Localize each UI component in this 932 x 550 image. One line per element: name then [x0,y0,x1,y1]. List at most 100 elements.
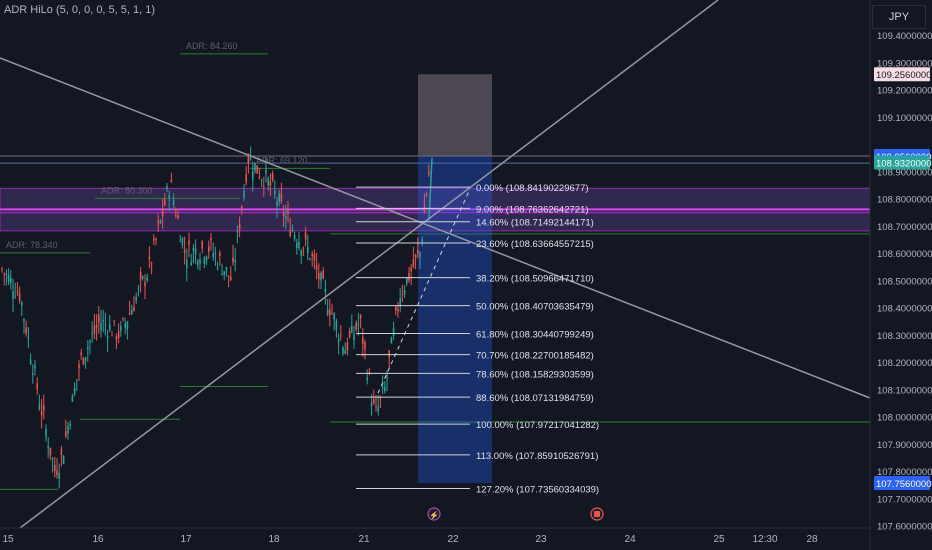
candle-body [336,321,338,329]
candle-body [50,448,52,455]
candle-body [265,170,267,173]
fib-level-label: 9.00% (108.76362642721) [476,204,589,215]
candle-body [212,253,214,257]
candle-body [421,239,423,241]
candle-body [162,209,164,216]
candle-body [184,250,186,253]
candle-body [355,323,357,330]
candle-body [56,470,58,475]
candle-body [276,202,278,206]
candle-body [417,250,419,254]
candle-body [338,339,340,342]
candle-body [347,343,349,350]
candle-body [124,323,126,327]
candle-body [373,399,375,403]
candle-body [14,296,16,297]
candle-body [377,406,379,411]
candle-body [296,243,298,248]
candle-body [426,195,428,196]
candle-body [402,294,404,295]
candle-body [349,330,351,336]
candle-body [113,321,115,322]
candle-body [322,271,324,279]
y-tick-label: 108.4000000000 [877,304,932,315]
fib-level-label: 38.20% (108.50966471710) [476,274,594,285]
candle-body [281,193,283,201]
candle-body [232,258,234,263]
candle-body [8,275,10,282]
candle-body [393,328,395,336]
candle-body [197,261,199,265]
candle-body [364,342,366,349]
candle-body [217,267,219,268]
candle-body [190,262,192,265]
candle-body [201,241,203,248]
fib-level-label: 70.70% (108.22700185482) [476,351,594,362]
candle-body [230,277,232,280]
candle-body [120,326,122,331]
candle-body [52,458,54,459]
candle-body [157,221,159,225]
candle-body [256,165,258,173]
candle-body [34,366,36,369]
candle-body [219,253,221,256]
candle-body [129,313,131,314]
candle-body [344,350,346,354]
candle-body [144,282,146,286]
candle-body [69,423,71,425]
x-tick-label: 21 [358,534,370,545]
candle-body [131,310,133,315]
y-tick-label: 107.7000000000 [877,494,932,505]
candle-body [175,215,177,216]
candle-body [208,247,210,252]
candle-body [102,320,104,322]
candle-body [85,357,87,360]
candle-body [171,180,173,182]
candle-body [278,194,280,202]
candle-body [72,396,74,402]
candle-body [228,276,230,277]
candle-body [384,387,386,391]
fib-level-label: 100.00% (107.97217041282) [476,420,599,431]
candle-body [179,241,181,242]
candle-body [186,260,188,268]
candle-body [58,473,60,479]
y-tick-label: 108.1000000000 [877,385,932,396]
currency-button[interactable]: JPY [872,5,926,29]
x-tick-label: 12:30 [752,534,777,545]
x-tick-label: 23 [535,534,547,545]
indicator-legend[interactable]: ADR HiLo (5, 0, 0, 0, 5, 5, 1, 1) [4,4,155,16]
candle-body [109,324,111,330]
candle-body [135,297,137,301]
candle-body [333,314,335,320]
candle-body [408,273,410,281]
candle-body [118,331,120,338]
candle-body [177,215,179,218]
candle-body [65,431,67,436]
candle-body [80,353,82,355]
candle-body [252,172,254,180]
candle-body [353,334,355,340]
candle-body [32,373,34,374]
candle-body [21,303,23,306]
candle-body [371,403,373,406]
candle-body [325,289,327,293]
x-tick-label: 22 [447,534,459,545]
candle-body [149,257,151,259]
candle-body [45,429,47,437]
x-tick-label: 18 [268,534,280,545]
candle-body [182,238,184,245]
candle-body [47,446,49,448]
candle-body [193,248,195,250]
candle-body [122,318,124,319]
candle-body [36,383,38,389]
fib-level-label: 14.60% (108.71492144171) [476,218,594,229]
lightning-glyph: ⚡ [429,510,439,520]
candle-body [285,216,287,219]
candle-body [98,315,100,323]
y-tick-label: 108.0000000000 [877,413,932,424]
candle-body [243,191,245,198]
fib-level-label: 127.20% (107.73560334039) [476,485,599,496]
y-tick-label: 107.6000000000 [877,522,932,533]
